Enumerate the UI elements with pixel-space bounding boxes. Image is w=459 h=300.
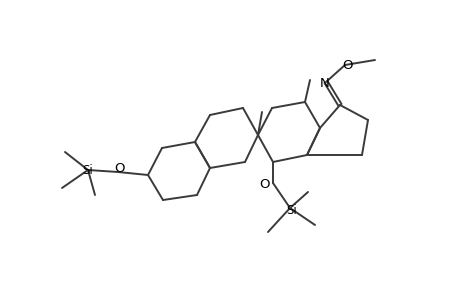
Text: O: O [259, 178, 270, 191]
Text: N: N [319, 76, 329, 89]
Text: Si: Si [83, 164, 93, 176]
Text: O: O [114, 163, 125, 176]
Text: Si: Si [286, 203, 297, 217]
Text: O: O [342, 58, 353, 71]
